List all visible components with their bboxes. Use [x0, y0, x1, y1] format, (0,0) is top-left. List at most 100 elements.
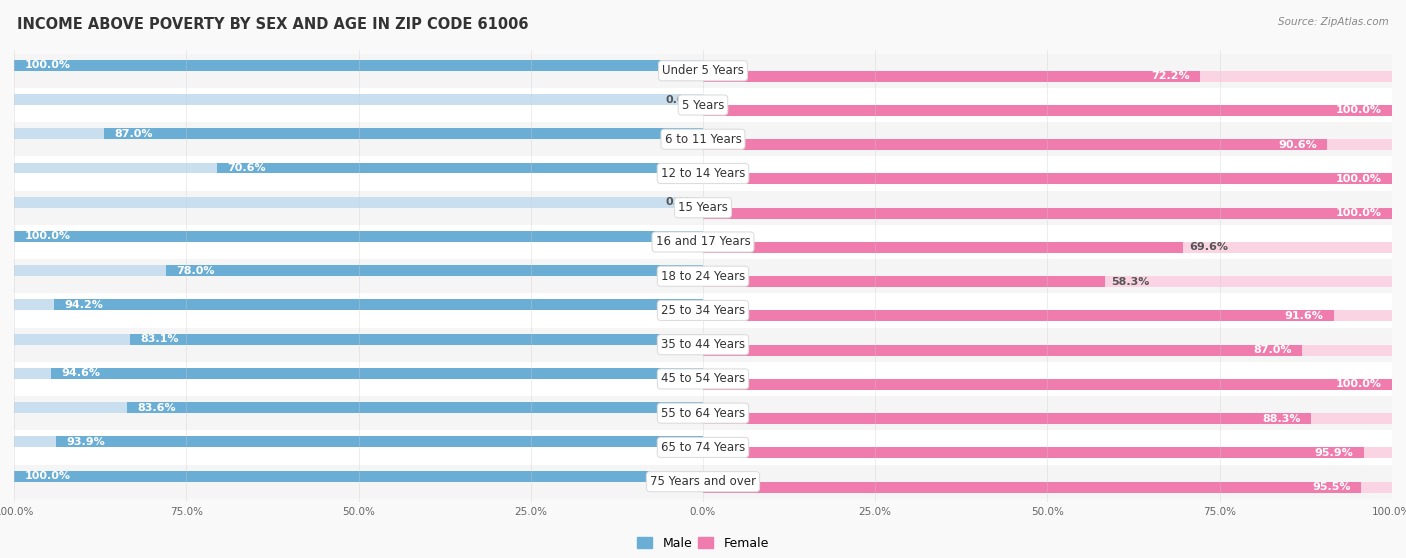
Bar: [703, 345, 1302, 355]
Bar: [703, 413, 1312, 424]
Bar: [56, 436, 703, 448]
Text: 65 to 74 Years: 65 to 74 Years: [661, 441, 745, 454]
Bar: [14, 334, 703, 345]
Bar: [703, 174, 1392, 185]
Text: 100.0%: 100.0%: [24, 60, 70, 70]
Bar: [14, 60, 703, 71]
Text: 0.0%: 0.0%: [665, 94, 696, 104]
Text: 100.0%: 100.0%: [1336, 105, 1382, 116]
Bar: [14, 259, 1392, 294]
Bar: [14, 197, 703, 208]
Text: 100.0%: 100.0%: [1336, 379, 1382, 389]
Text: 16 and 17 Years: 16 and 17 Years: [655, 235, 751, 248]
Bar: [703, 71, 1201, 81]
Text: 18 to 24 Years: 18 to 24 Years: [661, 270, 745, 283]
Text: 100.0%: 100.0%: [1336, 174, 1382, 184]
Bar: [14, 60, 703, 71]
Text: 87.0%: 87.0%: [114, 129, 152, 139]
Bar: [14, 191, 1392, 225]
Text: 91.6%: 91.6%: [1285, 311, 1323, 321]
Text: 95.5%: 95.5%: [1312, 482, 1351, 492]
Text: 87.0%: 87.0%: [1254, 345, 1292, 355]
Bar: [14, 396, 1392, 430]
Bar: [14, 265, 703, 276]
Bar: [703, 413, 1392, 424]
Bar: [14, 402, 703, 413]
Bar: [703, 448, 1364, 458]
Bar: [14, 231, 703, 242]
Text: 83.6%: 83.6%: [138, 403, 176, 413]
Bar: [14, 362, 1392, 396]
Text: 69.6%: 69.6%: [1189, 242, 1229, 252]
Bar: [703, 482, 1361, 493]
Bar: [703, 345, 1392, 355]
Bar: [703, 105, 1392, 116]
Text: 90.6%: 90.6%: [1278, 140, 1317, 150]
Bar: [703, 276, 1105, 287]
Bar: [703, 140, 1392, 150]
Bar: [14, 231, 703, 242]
Text: INCOME ABOVE POVERTY BY SEX AND AGE IN ZIP CODE 61006: INCOME ABOVE POVERTY BY SEX AND AGE IN Z…: [17, 17, 529, 32]
Text: 78.0%: 78.0%: [176, 266, 215, 276]
Text: 25 to 34 Years: 25 to 34 Years: [661, 304, 745, 317]
Bar: [166, 265, 703, 276]
Bar: [14, 88, 1392, 122]
Bar: [14, 156, 1392, 191]
Text: 94.2%: 94.2%: [65, 300, 103, 310]
Bar: [703, 276, 1392, 287]
Bar: [703, 242, 1392, 253]
Legend: Male, Female: Male, Female: [633, 532, 773, 555]
Bar: [703, 71, 1392, 81]
Bar: [703, 482, 1392, 493]
Bar: [14, 122, 1392, 156]
Text: 75 Years and over: 75 Years and over: [650, 475, 756, 488]
Text: 12 to 14 Years: 12 to 14 Years: [661, 167, 745, 180]
Bar: [703, 379, 1392, 390]
Bar: [703, 174, 1392, 185]
Text: 70.6%: 70.6%: [226, 163, 266, 173]
Text: Under 5 Years: Under 5 Years: [662, 64, 744, 77]
Bar: [14, 225, 1392, 259]
Bar: [53, 300, 703, 310]
Text: 100.0%: 100.0%: [24, 471, 70, 481]
Bar: [51, 368, 703, 379]
Text: 45 to 54 Years: 45 to 54 Years: [661, 372, 745, 386]
Text: 100.0%: 100.0%: [1336, 208, 1382, 218]
Text: 5 Years: 5 Years: [682, 99, 724, 112]
Bar: [14, 328, 1392, 362]
Bar: [14, 54, 1392, 88]
Text: 55 to 64 Years: 55 to 64 Years: [661, 407, 745, 420]
Text: 88.3%: 88.3%: [1263, 413, 1301, 424]
Text: 72.2%: 72.2%: [1152, 71, 1189, 81]
Text: 95.9%: 95.9%: [1315, 448, 1354, 458]
Bar: [703, 310, 1334, 321]
Bar: [14, 471, 703, 482]
Bar: [703, 310, 1392, 321]
Text: 0.0%: 0.0%: [665, 197, 696, 207]
Bar: [14, 162, 703, 174]
Text: 35 to 44 Years: 35 to 44 Years: [661, 338, 745, 351]
Bar: [217, 162, 703, 174]
Text: 94.6%: 94.6%: [62, 368, 101, 378]
Bar: [104, 128, 703, 140]
Text: 15 Years: 15 Years: [678, 201, 728, 214]
Text: 58.3%: 58.3%: [1112, 277, 1150, 287]
Bar: [14, 294, 1392, 328]
Text: 93.9%: 93.9%: [66, 437, 105, 447]
Bar: [14, 94, 703, 105]
Bar: [14, 436, 703, 448]
Text: 83.1%: 83.1%: [141, 334, 180, 344]
Text: 6 to 11 Years: 6 to 11 Years: [665, 133, 741, 146]
Bar: [127, 402, 703, 413]
Bar: [703, 105, 1392, 116]
Bar: [703, 242, 1182, 253]
Bar: [14, 128, 703, 140]
Bar: [14, 464, 1392, 499]
Bar: [14, 430, 1392, 464]
Bar: [14, 368, 703, 379]
Bar: [703, 140, 1327, 150]
Text: 100.0%: 100.0%: [24, 232, 70, 242]
Text: Source: ZipAtlas.com: Source: ZipAtlas.com: [1278, 17, 1389, 27]
Bar: [703, 448, 1392, 458]
Bar: [703, 208, 1392, 219]
